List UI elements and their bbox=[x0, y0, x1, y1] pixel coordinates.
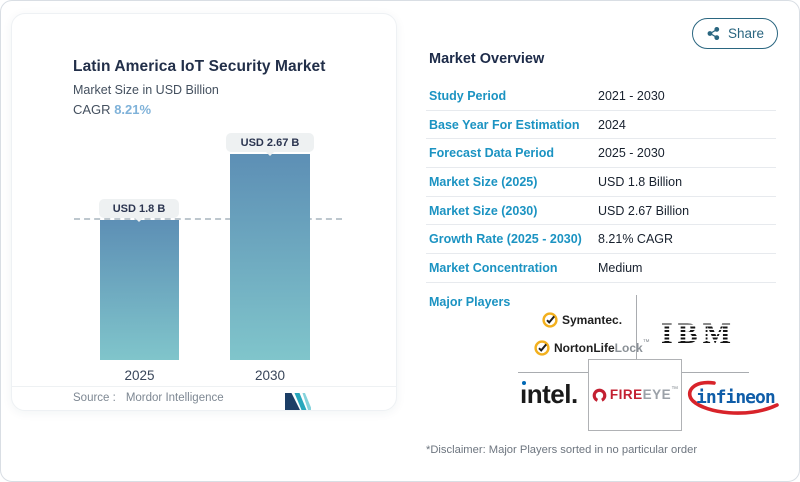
fireeye-wordmark: FIREEYE™ bbox=[610, 386, 678, 404]
symantec-check-icon bbox=[542, 312, 558, 328]
table-row: Market Size (2030) USD 2.67 Billion bbox=[426, 197, 776, 226]
norton-check-icon bbox=[534, 340, 550, 356]
row-value: 2024 bbox=[598, 117, 626, 132]
bar-value-label-2030: USD 2.67 B bbox=[226, 133, 314, 152]
row-value: Medium bbox=[598, 260, 643, 275]
share-button[interactable]: Share bbox=[692, 18, 778, 49]
players-grid-horizontal-divider-right bbox=[682, 372, 749, 373]
table-row: Base Year For Estimation 2024 bbox=[426, 111, 776, 140]
fireeye-wordmark-fire: FIRE bbox=[609, 387, 643, 402]
row-value: USD 2.67 Billion bbox=[598, 203, 690, 218]
row-label: Market Size (2025) bbox=[429, 174, 538, 189]
cagr-label: CAGR bbox=[73, 102, 111, 117]
intel-wordmark-rest: ntel. bbox=[526, 379, 578, 409]
bar-2025 bbox=[100, 220, 179, 360]
row-label: Market Size (2030) bbox=[429, 203, 538, 218]
row-label: Base Year For Estimation bbox=[429, 117, 580, 132]
table-row: Forecast Data Period 2025 - 2030 bbox=[426, 139, 776, 169]
table-row: Market Concentration Medium bbox=[426, 254, 776, 283]
row-value: 2021 - 2030 bbox=[598, 88, 665, 103]
infineon-wordmark: infineon bbox=[696, 387, 776, 408]
infineon-swoosh-icon bbox=[687, 380, 779, 415]
fireeye-trademark: ™ bbox=[671, 386, 679, 393]
reference-dashed-line bbox=[74, 218, 342, 220]
row-value: 8.21% CAGR bbox=[598, 232, 674, 247]
source-name: Mordor Intelligence bbox=[125, 392, 224, 404]
fireeye-ring-icon bbox=[592, 388, 607, 402]
norton-wordmark-bold: NortonLife bbox=[554, 341, 615, 355]
major-players-label: Major Players bbox=[429, 295, 511, 309]
bar-2030 bbox=[230, 154, 310, 360]
intel-i-with-blue-dot: ı bbox=[520, 379, 527, 409]
bar-value-label-2025: USD 1.8 B bbox=[99, 199, 179, 218]
norton-trademark: ™ bbox=[642, 339, 650, 346]
share-icon bbox=[707, 26, 720, 41]
logo-symantec: Symantec. bbox=[542, 312, 622, 328]
share-button-label: Share bbox=[727, 26, 765, 41]
table-row: Growth Rate (2025 - 2030) 8.21% CAGR bbox=[426, 225, 776, 255]
source-divider bbox=[12, 386, 396, 387]
logo-intel: ıntel. bbox=[520, 380, 578, 409]
chart-subtitle: Market Size in USD Billion bbox=[73, 83, 219, 97]
fireeye-wordmark-eye: EYE bbox=[642, 387, 672, 402]
source-row: Source : Mordor Intelligence bbox=[73, 392, 224, 404]
overview-table: Study Period 2021 - 2030 Base Year For E… bbox=[426, 82, 776, 283]
chart-title: Latin America IoT Security Market bbox=[73, 58, 326, 75]
players-grid-vertical-divider bbox=[636, 295, 637, 359]
logo-nortonlifelock: NortonLifeLock™ bbox=[534, 339, 650, 357]
symantec-wordmark: Symantec. bbox=[562, 313, 623, 327]
chart-card: Latin America IoT Security Market Market… bbox=[11, 13, 397, 411]
x-axis-label-2030: 2030 bbox=[254, 368, 286, 383]
row-label: Growth Rate (2025 - 2030) bbox=[429, 232, 582, 247]
table-row: Market Size (2025) USD 1.8 Billion bbox=[426, 168, 776, 197]
row-label: Study Period bbox=[429, 88, 507, 103]
logo-fireeye: FIREEYE™ bbox=[588, 359, 682, 431]
overview-heading: Market Overview bbox=[429, 51, 545, 67]
table-row: Study Period 2021 - 2030 bbox=[426, 82, 776, 111]
norton-wordmark: NortonLifeLock™ bbox=[554, 339, 650, 357]
logo-infineon: infineon bbox=[684, 377, 780, 421]
row-value: USD 1.8 Billion bbox=[598, 174, 683, 189]
norton-wordmark-light: Lock bbox=[614, 341, 643, 355]
cagr-line: CAGR 8.21% bbox=[73, 102, 151, 117]
source-label: Source : bbox=[73, 392, 116, 404]
x-axis-label-2025: 2025 bbox=[124, 368, 155, 383]
mordor-intelligence-logo-icon bbox=[285, 393, 311, 410]
logo-ibm: IBM bbox=[661, 317, 736, 350]
row-value: 2025 - 2030 bbox=[598, 146, 665, 161]
row-label: Market Concentration bbox=[429, 260, 558, 275]
cagr-value: 8.21% bbox=[114, 102, 152, 117]
players-grid-horizontal-divider-left bbox=[518, 372, 588, 373]
row-label: Forecast Data Period bbox=[429, 146, 555, 161]
disclaimer-text: *Disclaimer: Major Players sorted in no … bbox=[426, 444, 698, 456]
